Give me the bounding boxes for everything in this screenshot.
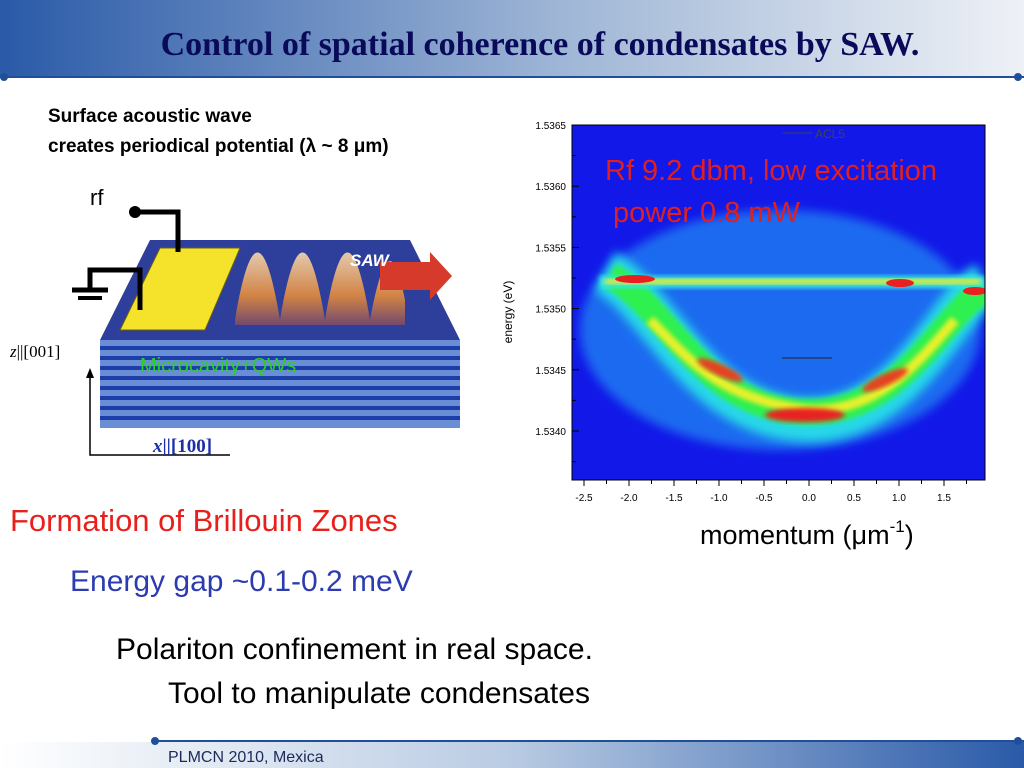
y-tick-label: 1.5365 <box>535 121 566 132</box>
y-tick-label: 1.5340 <box>535 427 566 438</box>
rule-dot <box>1014 73 1022 81</box>
x-axis-direction: ||[100] <box>163 436 213 457</box>
plot-annotation: Rf 9.2 dbm, low excitation <box>605 155 937 187</box>
bullet-text: Formation of Brillouin Zones <box>10 503 398 538</box>
figure-caption: creates periodical potential (λ ~ 8 μm) <box>48 136 389 157</box>
y-tick-label: 1.5360 <box>535 182 566 193</box>
legend-label: ACL5 <box>815 127 845 141</box>
device-illustration: SAW rf Microcavity+QWs z||[001] x||[100] <box>9 185 460 457</box>
rule-dot <box>1014 737 1022 745</box>
x-axis-title-end: ) <box>905 520 914 550</box>
plot-frame <box>571 124 986 481</box>
dispersion-plot: ACL5 Rf 9.2 dbm, low excitation power 0.… <box>501 121 986 550</box>
footer-band <box>0 742 1024 768</box>
x-axis-label: x||[100] <box>152 436 212 457</box>
y-tick-label: 1.5355 <box>535 243 566 254</box>
y-tick-label: 1.5350 <box>535 305 566 316</box>
header-band <box>0 0 1024 76</box>
figure-caption: Surface acoustic wave <box>48 106 252 127</box>
z-axis-label: z||[001] <box>9 342 60 361</box>
plot-annotation: power 0.8 mW <box>613 197 801 229</box>
rf-label: rf <box>90 185 104 210</box>
x-tick-label: -0.5 <box>755 493 773 504</box>
x-axis-title-main: momentum (μm <box>700 520 890 550</box>
z-axis-direction: ||[001] <box>17 342 61 361</box>
x-tick-label: 1.5 <box>937 493 951 504</box>
x-axis-title: momentum (μm-1) <box>700 517 914 550</box>
footer-text: PLMCN 2010, Mexica <box>168 749 324 766</box>
x-tick-label: 0.0 <box>802 493 816 504</box>
x-axis-title-sup: -1 <box>890 517 905 536</box>
x-axis-symbol: x <box>152 436 163 457</box>
x-tick-label: 0.5 <box>847 493 861 504</box>
x-tick-label: -1.5 <box>665 493 683 504</box>
bullet-text: Polariton confinement in real space. <box>116 633 593 666</box>
z-axis-symbol: z <box>9 342 17 361</box>
x-tick-label: -2.0 <box>620 493 638 504</box>
bullet-text: Tool to manipulate condensates <box>168 677 590 710</box>
slide-title: Control of spatial coherence of condensa… <box>161 26 920 63</box>
y-tick-label: 1.5345 <box>535 366 566 377</box>
x-tick-label: 1.0 <box>892 493 906 504</box>
bullet-text: Energy gap ~0.1-0.2 meV <box>70 565 413 598</box>
rule-dot <box>0 73 8 81</box>
x-tick-label: -1.0 <box>710 493 728 504</box>
saw-label: SAW <box>350 251 391 270</box>
layers-label: Microcavity+QWs <box>140 355 296 377</box>
rule-dot <box>151 737 159 745</box>
x-tick-label: -2.5 <box>575 493 593 504</box>
y-axis-title: energy (eV) <box>501 281 515 344</box>
